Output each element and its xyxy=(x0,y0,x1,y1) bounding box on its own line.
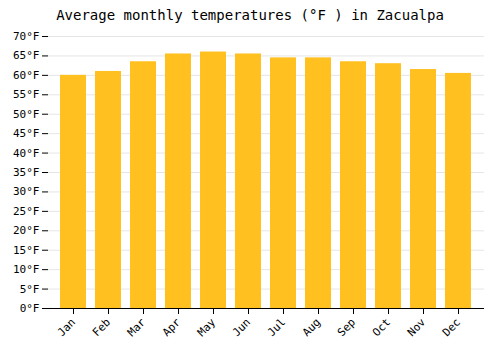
svg-text:40°F: 40°F xyxy=(13,147,40,160)
svg-text:35°F: 35°F xyxy=(13,166,40,179)
svg-text:Apr: Apr xyxy=(160,315,184,339)
svg-text:Dec: Dec xyxy=(440,316,463,339)
svg-text:Nov: Nov xyxy=(405,315,429,339)
svg-text:May: May xyxy=(195,315,219,339)
svg-text:25°F: 25°F xyxy=(13,205,40,218)
svg-text:20°F: 20°F xyxy=(13,224,40,237)
svg-text:Oct: Oct xyxy=(370,316,393,339)
svg-text:10°F: 10°F xyxy=(13,263,40,276)
html-text:Average monthly temperatures (: Average monthly temperatures (°F ) in Za… xyxy=(56,7,444,23)
svg-text:5°F: 5°F xyxy=(20,283,40,296)
svg-text:15°F: 15°F xyxy=(13,244,40,257)
svg-text:45°F: 45°F xyxy=(13,127,40,140)
svg-text:Jan: Jan xyxy=(55,316,78,339)
svg-text:0°F: 0°F xyxy=(20,302,40,315)
svg-text:Jul: Jul xyxy=(265,316,288,339)
svg-text:65°F: 65°F xyxy=(13,49,40,62)
svg-text:Aug: Aug xyxy=(300,316,323,339)
svg-text:70°F: 70°F xyxy=(13,30,40,43)
svg-text:55°F: 55°F xyxy=(13,88,40,101)
svg-text:60°F: 60°F xyxy=(13,69,40,82)
svg-text:Mar: Mar xyxy=(125,315,149,339)
svg-text:Sep: Sep xyxy=(335,316,358,339)
svg-text:Feb: Feb xyxy=(90,316,113,339)
svg-text:Jun: Jun xyxy=(230,316,253,339)
svg-text:30°F: 30°F xyxy=(13,185,40,198)
svg-text:50°F: 50°F xyxy=(13,108,40,121)
